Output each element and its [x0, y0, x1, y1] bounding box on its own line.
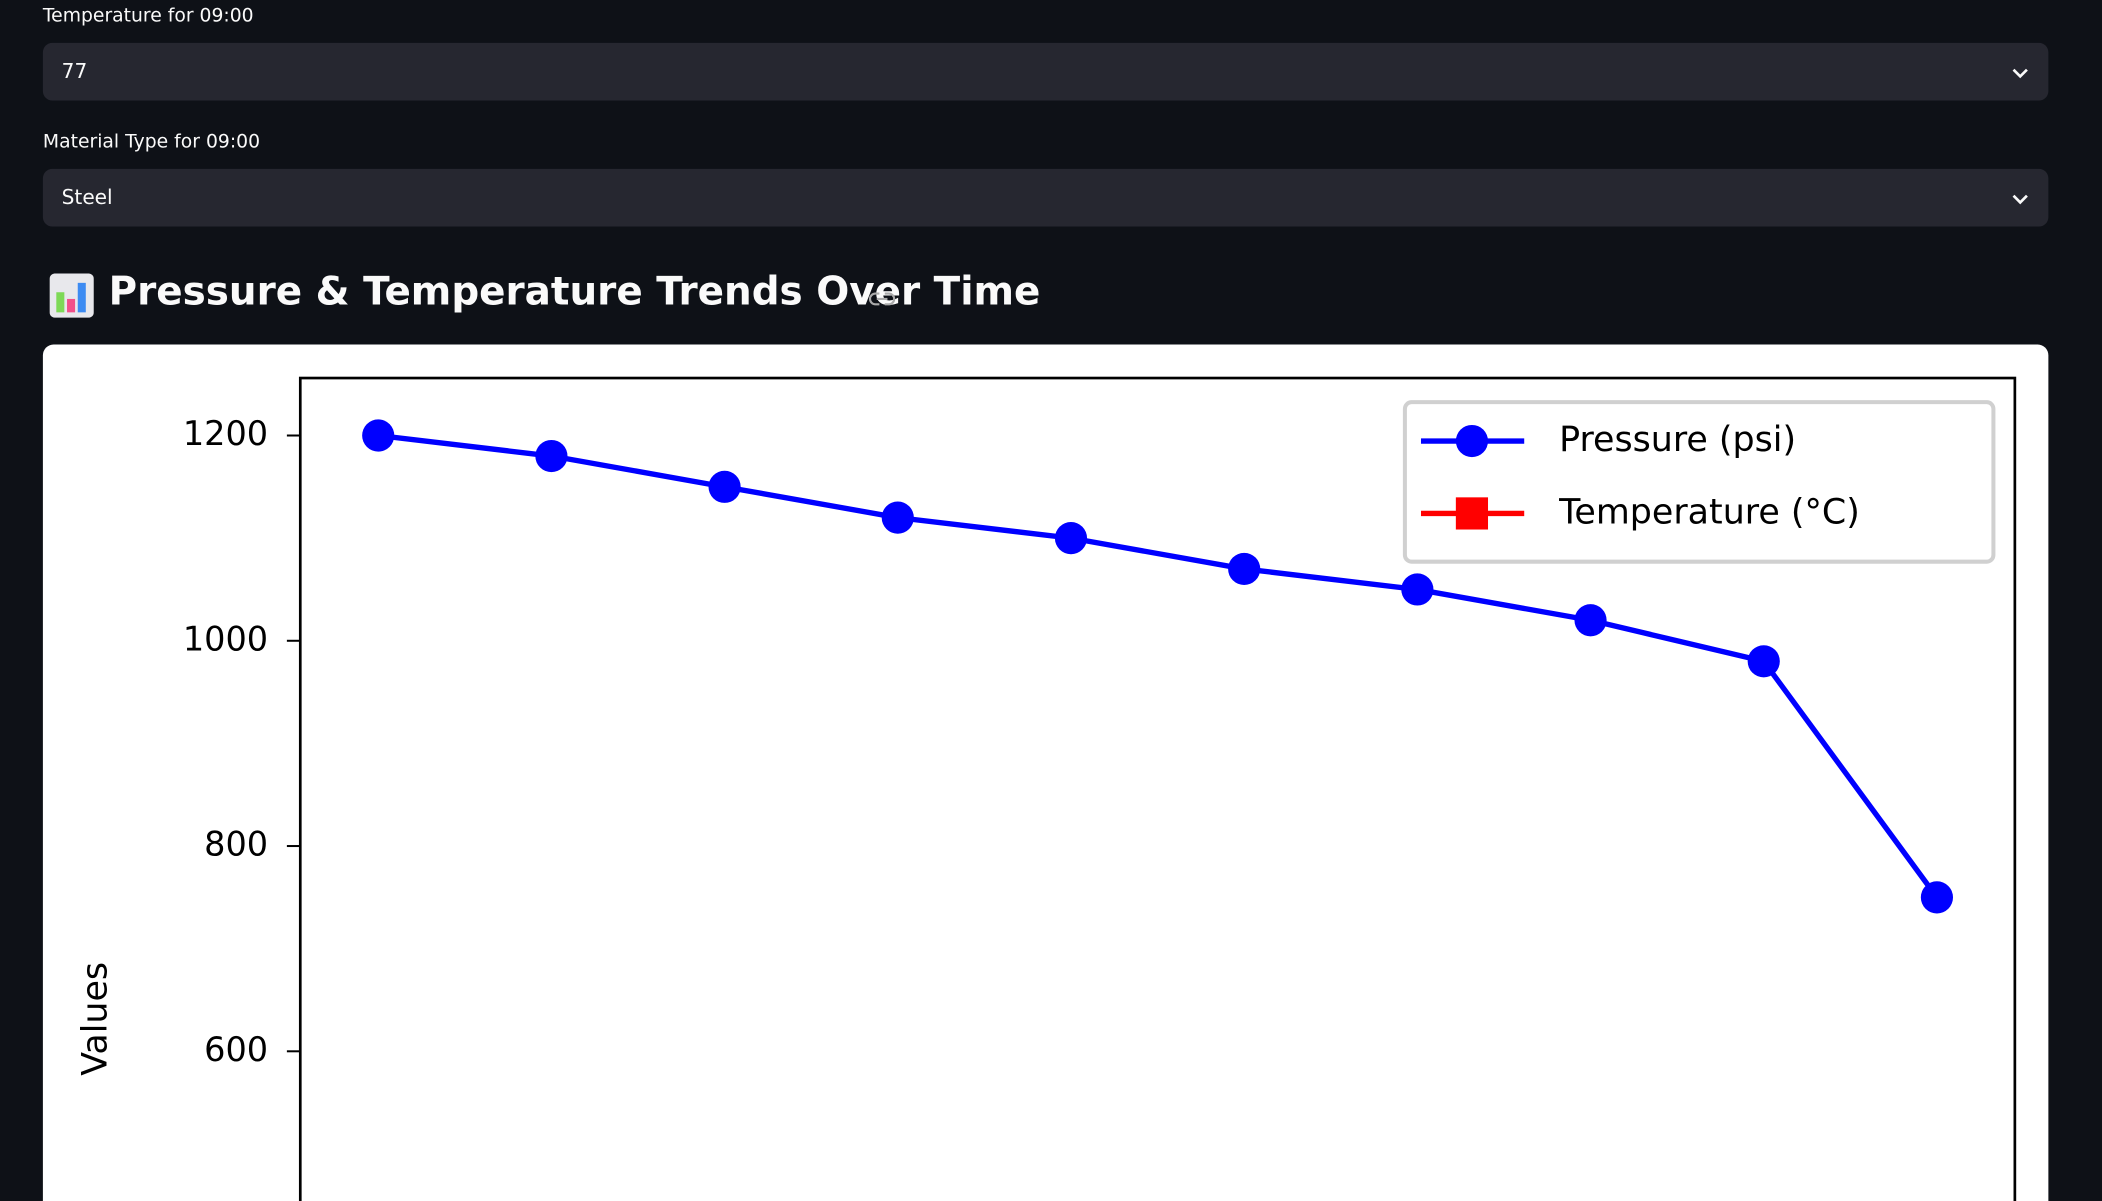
marker: [362, 419, 395, 452]
legend-label: Pressure (psi): [1559, 420, 1796, 460]
marker: [1920, 881, 1954, 914]
y-tick-label: 800: [204, 825, 268, 864]
section-heading: Pressure & Temperature Trends Over Time: [108, 268, 1041, 314]
marker: [535, 439, 568, 473]
marker: [881, 501, 914, 534]
select[interactable]: 77: [42, 42, 2049, 101]
legend-box: [1402, 400, 1996, 564]
marker: [1054, 522, 1088, 555]
select-value: 77: [61, 58, 88, 84]
select-value: Steel: [61, 184, 113, 210]
legend: Pressure (psi) Temperature (°C): [1402, 400, 1996, 564]
marker: [1574, 604, 1607, 637]
y-tick-label: 1000: [183, 619, 268, 658]
marker: [1228, 552, 1261, 586]
y-tick-label: 1200: [183, 414, 268, 453]
legend-marker: [1455, 497, 1489, 530]
marker: [708, 470, 741, 503]
legend-label: Temperature (°C): [1558, 492, 1860, 532]
y-tick-label: 600: [204, 1030, 268, 1069]
marker: [1747, 645, 1780, 678]
field-label: Material Type for 09:00: [42, 131, 261, 153]
select[interactable]: Steel: [42, 168, 2049, 227]
field-label: Temperature for 09:00: [42, 5, 254, 27]
y-axis-label: Values: [76, 962, 116, 1076]
anchor-link[interactable]: [869, 288, 896, 309]
plot-frame: [298, 376, 2017, 1201]
chevron: [2012, 68, 2028, 79]
series-line: [377, 432, 1940, 899]
chevron: [2012, 194, 2028, 205]
legend-marker: [1455, 424, 1489, 458]
chart-icon: [49, 273, 94, 318]
marker: [1401, 573, 1434, 606]
